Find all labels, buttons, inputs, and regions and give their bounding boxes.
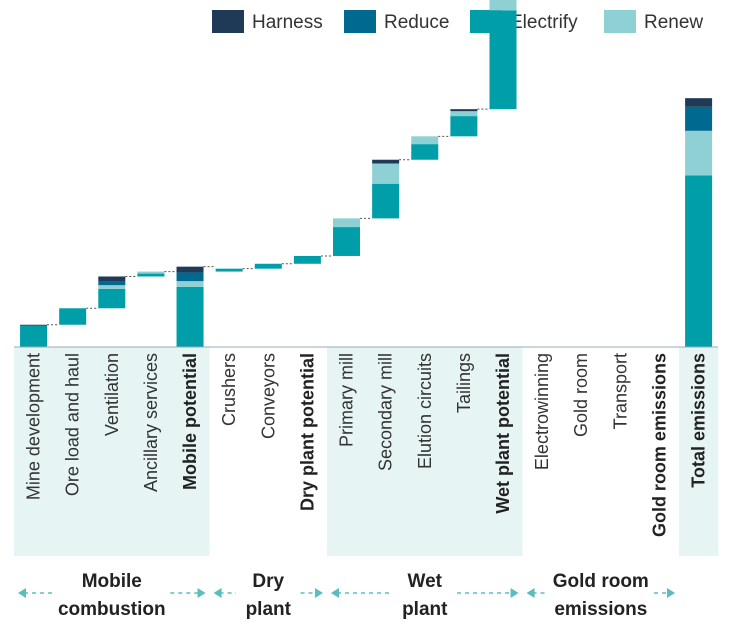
bars xyxy=(20,0,713,347)
category-label-elution-circuits: Elution circuits xyxy=(415,353,435,469)
bar-dry-plant-potential-electrify xyxy=(293,255,321,264)
category-label-wet-plant-potential: Wet plant potential xyxy=(493,353,513,514)
bar-conveyors-electrify xyxy=(254,263,282,269)
bar-mine-development-harness xyxy=(20,324,48,326)
group-arrowhead-right-mobile-combustion xyxy=(197,588,206,598)
group-labels: Mobile combustion Dry plant Wet plant Gold roo… xyxy=(18,571,676,620)
group-label-wet-plant-line-2: plant xyxy=(402,599,448,620)
group-label-wet-plant-line-1: Wet xyxy=(408,571,443,592)
bar-primary-mill-electrify xyxy=(333,227,361,256)
category-label-mine-development: Mine development xyxy=(24,353,44,500)
bar-ventilation-electrify xyxy=(98,288,126,309)
bar-secondary-mill-electrify xyxy=(372,183,400,219)
category-label-crushers: Crushers xyxy=(219,353,239,426)
group-label-gold-room-emissions-line-1: Gold room xyxy=(553,571,649,592)
category-label-tailings: Tailings xyxy=(454,353,474,413)
bar-total-emissions-harness xyxy=(685,98,713,107)
legend-label-reduce: Reduce xyxy=(384,12,450,33)
category-labels: Mine development Ore load and haul Ventila… xyxy=(24,353,709,537)
bar-ancillary-services-renew xyxy=(137,271,165,274)
bar-mobile-potential-electrify xyxy=(176,286,204,347)
bar-tailings-renew xyxy=(450,111,478,117)
legend-swatch-reduce xyxy=(344,10,376,33)
bar-mobile-potential-harness xyxy=(176,266,204,273)
group-arrowhead-right-dry-plant xyxy=(314,588,323,598)
group-shading-wet-plant xyxy=(326,347,523,556)
legend-label-renew: Renew xyxy=(644,12,703,33)
bar-ventilation-renew xyxy=(98,285,126,289)
legend-swatch-harness xyxy=(212,10,244,33)
group-arrowhead-left-gold-room-emissions xyxy=(526,588,535,598)
bar-secondary-mill-harness xyxy=(372,159,400,164)
category-label-ancillary-services: Ancillary services xyxy=(141,353,161,492)
bar-ore-load-and-haul-electrify xyxy=(59,308,87,325)
category-label-primary-mill: Primary mill xyxy=(337,353,357,447)
group-label-gold-room-emissions-line-2: emissions xyxy=(554,599,647,620)
bar-tailings-harness xyxy=(450,109,478,112)
category-label-electrowinning: Electrowinning xyxy=(532,353,552,470)
bar-total-emissions-reduce xyxy=(685,106,713,131)
bar-ventilation-harness xyxy=(98,276,126,282)
group-label-mobile-combustion-line-1: Mobile xyxy=(82,571,142,592)
group-label-mobile-combustion-line-2: combustion xyxy=(58,599,166,620)
legend-label-electrify: Electrify xyxy=(510,12,578,33)
bar-mobile-potential-renew xyxy=(176,281,204,287)
bar-secondary-mill-renew xyxy=(372,163,400,184)
category-shading xyxy=(14,347,719,556)
bar-ancillary-services-electrify xyxy=(137,273,165,277)
bar-total-emissions-renew xyxy=(685,130,713,176)
category-label-secondary-mill: Secondary mill xyxy=(376,353,396,471)
bar-tailings-electrify xyxy=(450,116,478,137)
bar-wet-plant-potential-renew xyxy=(489,0,517,11)
legend: Harness Reduce Electrify Renew xyxy=(212,10,703,33)
total-shading xyxy=(679,347,719,556)
bar-elution-circuits-renew xyxy=(411,136,439,145)
bar-ventilation-reduce xyxy=(98,281,126,286)
group-arrowhead-right-wet-plant xyxy=(510,588,519,598)
bar-total-emissions-electrify xyxy=(685,175,713,347)
category-label-gold-room: Gold room xyxy=(571,353,591,437)
group-arrowhead-left-wet-plant xyxy=(330,588,339,598)
bar-mobile-potential-reduce xyxy=(176,272,204,282)
category-label-ventilation: Ventilation xyxy=(102,353,122,436)
bar-wet-plant-potential-electrify xyxy=(489,10,517,110)
bar-primary-mill-renew xyxy=(333,218,361,228)
group-arrowhead-right-gold-room-emissions xyxy=(667,588,676,598)
category-label-dry-plant-potential: Dry plant potential xyxy=(297,353,317,511)
bar-crushers-electrify xyxy=(215,268,243,272)
category-label-gold-room-emissions: Gold room emissions xyxy=(649,353,669,537)
group-label-dry-plant-line-2: plant xyxy=(246,599,292,620)
legend-label-harness: Harness xyxy=(252,12,323,33)
category-label-mobile-potential: Mobile potential xyxy=(180,353,200,490)
group-label-dry-plant-line-1: Dry xyxy=(252,571,284,592)
category-label-total-emissions: Total emissions xyxy=(689,353,709,488)
bar-mine-development-electrify xyxy=(20,325,48,347)
legend-swatch-renew xyxy=(604,10,636,33)
group-arrowhead-left-dry-plant xyxy=(213,588,222,598)
group-shading-mobile-combustion xyxy=(14,347,210,556)
category-label-transport: Transport xyxy=(610,353,630,429)
group-arrowhead-left-mobile-combustion xyxy=(18,588,26,598)
category-label-ore-load-and-haul: Ore load and haul xyxy=(63,353,83,496)
category-label-conveyors: Conveyors xyxy=(258,353,278,439)
bar-elution-circuits-electrify xyxy=(411,144,439,160)
